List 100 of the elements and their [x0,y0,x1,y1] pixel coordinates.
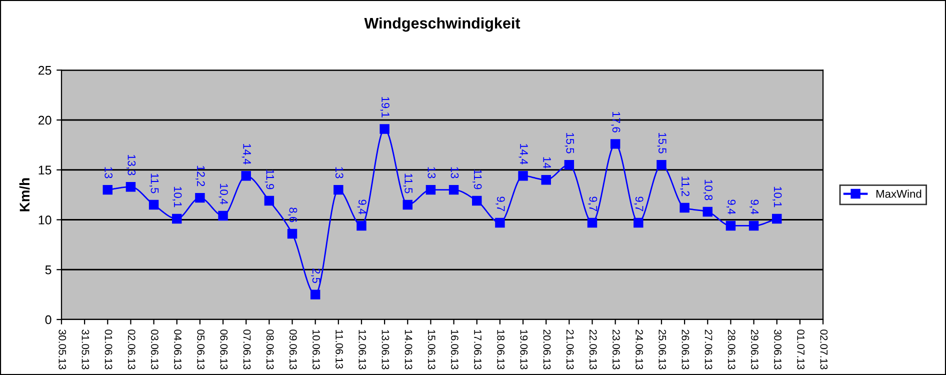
x-tick-label: 03.06.13 [151,330,158,370]
point [680,202,690,213]
x-tick-label: 22.06.13 [589,330,597,370]
point [195,192,205,203]
x-tick-label: 11.06.13 [336,330,343,369]
data-label: 13 [450,167,459,178]
point [241,171,251,181]
y-tick-label: 25 [38,66,52,75]
data-label: 12,2 [196,166,205,186]
data-label: 15,5 [564,133,574,154]
x-tick-label: 12.06.13 [358,330,366,370]
x-tick-label: 10.06.13 [312,330,320,370]
data-label: 10,4 [218,184,228,204]
x-tick-label: 02.06.13 [128,330,136,370]
x-tick-label: 15.06.13 [428,330,436,370]
x-tick-label: 19.06.13 [520,330,528,370]
point [448,184,459,195]
x-tick-label: 09.06.13 [289,330,297,370]
data-label: 9,4 [726,200,736,214]
point [310,290,320,300]
data-label: 13 [104,167,113,178]
x-tick-label: 17.06.13 [474,330,482,370]
point [772,214,782,224]
point [656,160,666,170]
point [518,171,528,181]
point [472,196,482,206]
data-label: 15,5 [657,133,666,154]
point [148,200,159,210]
data-label: 9,7 [496,196,505,212]
x-tick-label: 07.06.13 [243,330,251,370]
point [726,220,736,231]
data-label: 17,6 [611,112,620,132]
y-tick-label: 0 [45,315,52,324]
data-label: 9,7 [588,196,598,212]
x-tick-label: 30.05.13 [58,330,66,370]
x-tick-label: 27.06.13 [704,330,712,370]
y-tick-label: 20 [38,116,52,125]
data-label: 2,5 [311,268,320,283]
data-label: 11,2 [680,176,690,196]
y-axis-title: Km/h [19,178,30,212]
x-tick-label: 26.06.13 [682,330,690,370]
data-label: 9,7 [634,196,644,212]
x-tick-label: 30.06.13 [774,330,782,370]
data-label: 9,4 [749,200,759,214]
point [426,184,436,195]
point [634,218,644,228]
x-tick-label: 25.06.13 [658,330,666,370]
point [172,214,182,224]
point [380,124,390,134]
x-tick-label: 23.06.13 [612,330,620,370]
x-tick-label: 13.06.13 [382,330,390,370]
x-tick-label: 31.05.13 [82,330,90,370]
x-tick-label: 02.07.13 [820,330,828,370]
point [264,196,274,206]
x-tick-label: 18.06.13 [497,330,505,370]
x-tick-label: 20.06.13 [543,330,551,370]
data-label: 13 [335,167,344,178]
point [356,220,366,231]
data-label: 14,4 [242,144,251,164]
point [126,182,136,192]
x-tick-label: 01.07.13 [797,330,805,370]
y-tick-label: 10 [38,216,52,224]
x-tick-label: 16.06.13 [450,330,458,370]
x-tick-label: 14.06.13 [404,330,412,370]
point [334,184,344,195]
data-label: 11,9 [264,170,274,190]
data-label: 11,9 [472,170,482,190]
x-tick-label: 04.06.13 [174,330,182,370]
data-label: 8,6 [288,208,298,222]
x-tick-label: 24.06.13 [636,330,643,370]
data-label: 14 [543,157,551,168]
point [102,184,113,195]
point [495,218,505,228]
data-label: 10,1 [772,186,782,208]
point [564,160,574,170]
data-label: 11,5 [150,174,159,194]
point [287,228,298,239]
data-label: 9,4 [357,200,366,214]
data-label: 10,1 [172,186,182,208]
x-tick-label: 01.06.13 [104,330,112,370]
point [218,210,228,221]
point [402,200,412,210]
x-tick-label: 28.06.13 [728,330,736,370]
point [541,174,551,185]
x-tick-label: 08.06.13 [266,330,274,370]
y-tick-label: 5 [45,266,52,274]
point [748,220,759,231]
x-tick-label: 05.06.13 [197,330,205,370]
data-label: 19,1 [380,97,390,118]
x-tick-label: 06.06.13 [220,330,228,370]
x-tick-label: 21.06.13 [566,330,574,370]
point [702,206,712,217]
y-tick-label: 15 [38,166,52,175]
point [610,139,620,149]
legend-label: MaxWind [876,190,922,198]
chart-title: Windgeschwindigkeit [364,17,520,32]
data-label: 13,3 [126,154,136,176]
point [587,218,598,228]
data-label: 11,5 [403,174,412,194]
data-label: 10,8 [703,180,713,200]
